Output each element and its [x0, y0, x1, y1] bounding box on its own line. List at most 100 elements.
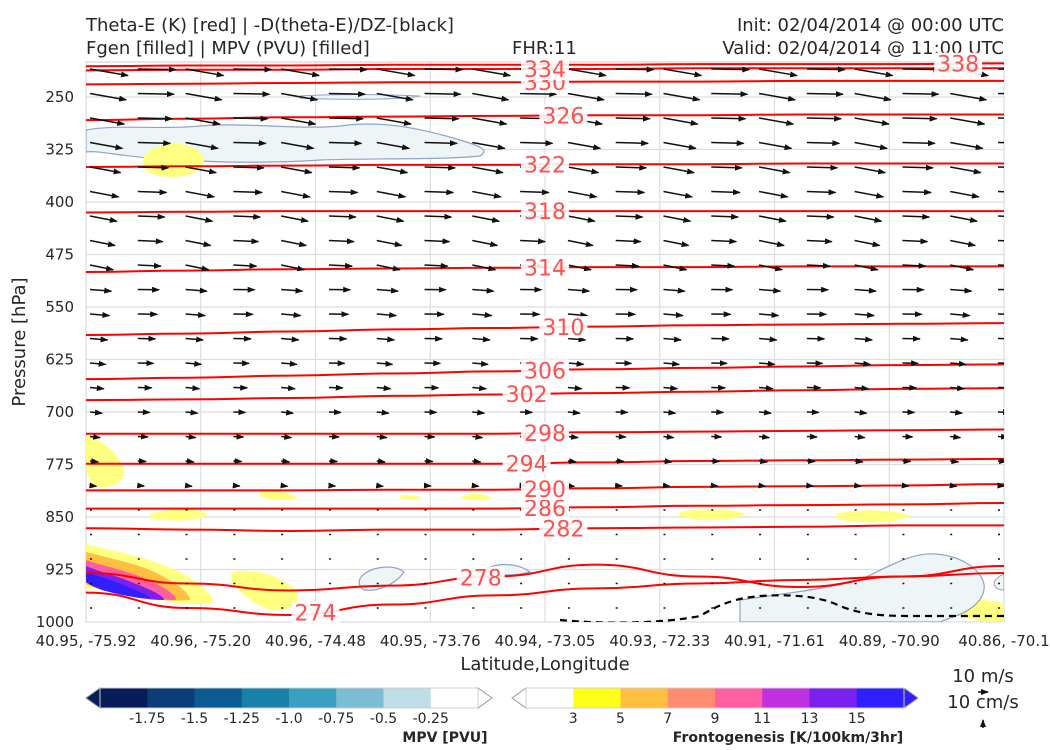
y-tick-label: 925 — [45, 561, 74, 579]
wind-vector — [806, 164, 839, 171]
y-tick-label: 850 — [45, 508, 74, 526]
wind-vector — [185, 215, 214, 223]
wind-vector — [711, 238, 738, 245]
wind-vector — [711, 115, 747, 122]
wind-vector — [281, 166, 313, 175]
wind-vector — [758, 482, 767, 489]
wind-vector — [663, 458, 673, 465]
wind-vector — [472, 409, 486, 416]
mpv-colorbar-tick-label: -0.5 — [370, 711, 397, 727]
y-tick-label: 475 — [45, 246, 74, 264]
wind-vector — [328, 189, 359, 196]
wind-vector — [376, 336, 396, 343]
wind-vector — [950, 239, 977, 248]
wind-vector — [185, 385, 201, 392]
fgen-colorbar-tick-label: 7 — [663, 711, 672, 727]
fgen-colorbar-label: Frontogenesis [K/100km/3hr] — [673, 730, 903, 746]
wind-vector — [854, 264, 879, 272]
wind-vector — [902, 91, 940, 98]
wind-vector — [328, 66, 368, 73]
wind-vector — [281, 287, 304, 294]
wind-vector — [567, 264, 592, 272]
wind-vector — [950, 141, 984, 151]
wind-vector — [424, 91, 462, 98]
wind-vector — [854, 141, 889, 151]
wind-vector — [424, 115, 460, 122]
x-tick-label: 40.91, -71.61 — [724, 632, 825, 650]
wind-vector — [185, 141, 219, 151]
wind-vector — [376, 92, 414, 102]
wind-vector — [137, 262, 162, 269]
wind-vector — [997, 215, 1004, 217]
wind-vector — [185, 409, 199, 416]
theta-e-label-318: 318 — [524, 200, 566, 225]
wind-vector — [376, 190, 407, 199]
wind-vector — [281, 385, 296, 392]
wind-vector — [950, 264, 975, 272]
mpv-colorbar: -1.75 -1.5 -1.25 -1.0 -0.75 -0.5 -0.25 — [85, 687, 493, 727]
wind-vector — [901, 482, 910, 489]
wind-vector — [758, 264, 784, 272]
wind-vector — [520, 140, 554, 147]
wind-vector — [949, 482, 958, 489]
wind-vector — [854, 68, 894, 78]
wind-vector — [854, 336, 874, 343]
wind-vector — [567, 190, 598, 199]
wind-vector — [185, 458, 195, 465]
wind-vector — [758, 458, 769, 465]
wind-vector — [520, 91, 558, 98]
wind-vector — [376, 141, 411, 151]
fgen-colorbar-swatch — [762, 688, 810, 708]
wind-vector — [233, 66, 273, 73]
dthetae-dz-contour — [559, 594, 1004, 622]
y-tick-label: 325 — [45, 141, 74, 159]
wind-vector — [854, 385, 870, 392]
wind-vector — [89, 287, 113, 294]
wind-vector — [376, 360, 394, 367]
y-tick-label: 775 — [45, 456, 74, 474]
wind-vector — [758, 92, 797, 102]
wind-vector — [711, 262, 736, 269]
wind-vector — [567, 336, 587, 343]
fgen-region-low-left-blue — [86, 572, 150, 598]
wind-vector — [758, 190, 789, 199]
wind-vector — [472, 385, 488, 392]
mpv-region-low-d — [993, 573, 1004, 591]
x-tick-label: 40.96, -74.48 — [265, 632, 366, 650]
wind-vector — [137, 164, 170, 171]
x-tick-label: 40.93, -72.33 — [609, 632, 710, 650]
mpv-colorbar-swatch — [289, 688, 337, 708]
wind-vector — [185, 68, 225, 78]
mpv-colorbar-tick-label: -0.75 — [318, 711, 354, 727]
wind-vector — [89, 482, 98, 489]
wind-vector — [567, 166, 600, 175]
wind-vector — [184, 482, 193, 489]
x-tick-label: 40.94, -73.05 — [495, 632, 596, 650]
wind-vector — [758, 166, 791, 175]
wind-vector — [806, 213, 835, 220]
fgen-colorbar-swatch — [573, 688, 621, 708]
wind-vector — [89, 190, 120, 199]
wind-vector — [472, 166, 504, 175]
wind-vector — [567, 433, 579, 440]
wind-vector — [89, 239, 116, 248]
wind-vector — [520, 238, 547, 245]
wind-vector — [185, 264, 210, 272]
wind-vector — [281, 190, 311, 199]
wind-vector — [472, 360, 489, 367]
wind-vectors — [89, 66, 1004, 609]
wind-vector — [663, 190, 694, 199]
wind-vector — [233, 91, 271, 98]
wind-vector — [472, 433, 484, 440]
theta-e-label-314: 314 — [524, 256, 566, 281]
wind-vector — [615, 164, 648, 171]
wind-vector — [376, 166, 409, 175]
wind-vector — [89, 215, 118, 223]
wind-vector — [854, 360, 872, 367]
mpv-colorbar-swatch — [100, 688, 148, 708]
mpv-colorbar-tick-label: -1.0 — [275, 711, 302, 727]
fgen-region-left — [86, 436, 125, 488]
wind-vector — [950, 336, 969, 343]
wind-vector — [615, 262, 640, 269]
wind-vector — [758, 117, 795, 126]
